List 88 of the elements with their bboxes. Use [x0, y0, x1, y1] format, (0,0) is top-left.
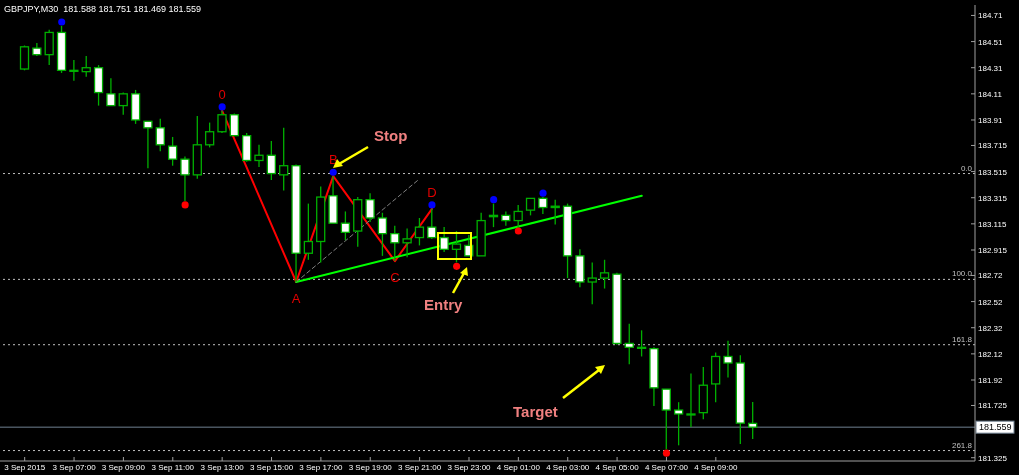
point — [428, 201, 436, 209]
candlestick — [624, 323, 634, 365]
candlestick — [513, 204, 523, 228]
point — [218, 103, 226, 111]
annotation: 100.0 — [951, 269, 973, 279]
y-tick-label: 181.325 — [978, 453, 1008, 463]
annotation: A — [291, 291, 301, 307]
candlestick — [69, 59, 79, 82]
candlestick — [254, 144, 264, 168]
y-tick-label: 182.12 — [978, 349, 1004, 359]
candlestick — [686, 372, 696, 428]
point — [453, 262, 461, 270]
candlestick — [229, 112, 239, 137]
ref-line-label: 181.559 — [979, 422, 1012, 433]
y-tick-label: 183.115 — [978, 219, 1007, 229]
point — [329, 168, 337, 176]
x-tick-label: 4 Sep 01:00 — [496, 463, 541, 472]
point — [58, 18, 66, 26]
candlestick — [143, 120, 153, 169]
y-tick-label: 181.92 — [978, 375, 1004, 385]
y-tick-label: 182.72 — [978, 271, 1004, 281]
x-tick-label: 3 Sep 09:00 — [101, 463, 146, 472]
x-tick-label: 3 Sep 07:00 — [52, 463, 97, 472]
annotation: 0.0 — [960, 163, 973, 173]
candlestick — [587, 261, 597, 305]
annotation: 161.8 — [951, 334, 973, 344]
candlestick — [636, 329, 647, 358]
x-tick-label: 3 Sep 13:00 — [200, 463, 245, 472]
annotation: C — [390, 270, 400, 286]
x-tick-label: 4 Sep 09:00 — [694, 463, 738, 472]
candlestick — [44, 29, 54, 66]
candlestick — [748, 401, 758, 440]
x-tick-label: 3 Sep 23:00 — [447, 463, 492, 472]
candlestick — [106, 77, 116, 107]
candlestick — [303, 202, 314, 261]
candlestick — [673, 401, 684, 446]
x-tick-label: 3 Sep 11:00 — [151, 463, 195, 472]
y-tick-label: 183.91 — [978, 115, 1004, 125]
candlestick — [167, 136, 178, 167]
x-tick-label: 3 Sep 21:00 — [398, 463, 442, 472]
x-tick-label: 4 Sep 07:00 — [644, 463, 689, 472]
annotation: 261.8 — [951, 440, 973, 450]
x-tick-label: 3 Sep 19:00 — [348, 463, 393, 472]
y-tick-label: 184.31 — [978, 63, 1004, 73]
candlestick — [204, 121, 215, 149]
point — [490, 196, 498, 204]
annotation: 0 — [218, 86, 226, 102]
y-tick-label: 183.715 — [978, 141, 1008, 151]
y-tick-label: 184.11 — [978, 89, 1003, 99]
candlestick — [377, 212, 388, 257]
candlestick — [81, 55, 91, 78]
y-tick-label: 182.52 — [978, 297, 1004, 307]
candlestick — [661, 388, 671, 450]
candlestick — [439, 226, 449, 253]
candlestick — [217, 110, 227, 134]
candlestick — [427, 208, 437, 240]
x-tick-label: 3 Sep 2015 — [4, 463, 46, 472]
candlestick — [402, 227, 412, 258]
y-tick-label: 182.32 — [978, 323, 1004, 333]
x-tick-label: 3 Sep 15:00 — [249, 463, 294, 472]
annotation: Entry — [424, 296, 463, 313]
annotation: Target — [513, 403, 558, 420]
annotation: D — [427, 184, 437, 200]
chart-title: GBPJPY,M30 181.588 181.751 181.469 181.559 — [4, 4, 201, 14]
candlestick — [340, 210, 351, 241]
candlestick — [279, 127, 289, 192]
candlestick — [155, 118, 165, 152]
candlestick — [266, 140, 276, 181]
point — [514, 227, 522, 235]
candlestick — [180, 155, 190, 202]
point — [662, 449, 671, 457]
candlestick — [599, 259, 610, 290]
y-tick-label: 181.725 — [978, 401, 1008, 411]
point — [539, 189, 547, 197]
candlestick — [390, 225, 400, 262]
annotation: Stop — [374, 127, 408, 144]
y-tick-label: 183.315 — [978, 193, 1008, 203]
candlestick — [365, 192, 375, 223]
x-tick-label: 4 Sep 05:00 — [595, 463, 640, 472]
y-tick-label: 183.515 — [978, 167, 1008, 177]
y-tick-label: 184.51 — [978, 37, 1004, 47]
point — [181, 201, 189, 209]
x-tick-label: 4 Sep 03:00 — [546, 463, 590, 472]
candlestick — [414, 217, 425, 247]
y-tick-label: 184.71 — [978, 11, 1004, 21]
y-tick-label: 182.915 — [978, 245, 1008, 255]
x-tick-label: 3 Sep 17:00 — [299, 463, 344, 472]
candlestick — [723, 340, 733, 379]
